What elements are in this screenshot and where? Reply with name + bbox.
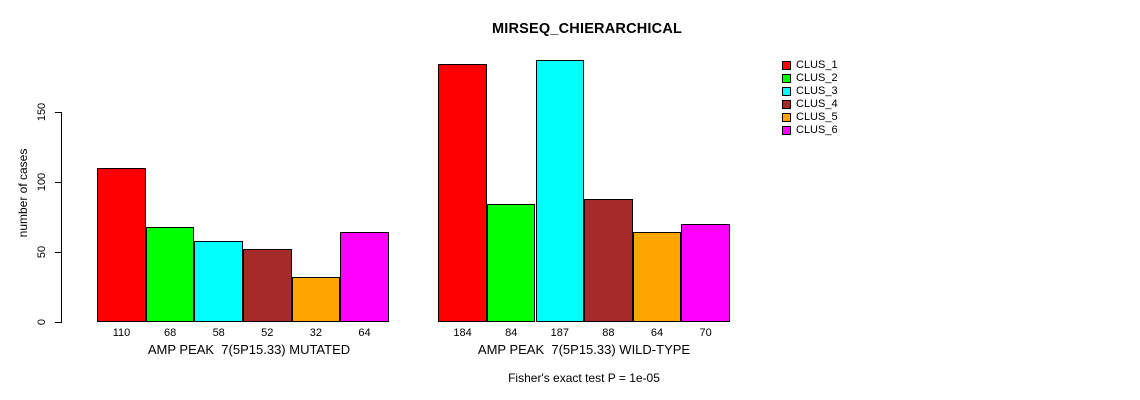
legend-label: CLUS_1	[796, 59, 838, 71]
legend-swatch	[782, 100, 791, 109]
legend-item: CLUS_1	[782, 59, 838, 72]
y-tick	[55, 252, 62, 253]
bar-value-label: 64	[650, 327, 664, 339]
bar-value-label: 110	[112, 327, 131, 339]
bar-value-label: 184	[453, 327, 472, 339]
y-tick	[55, 322, 62, 323]
bar-value-label: 64	[358, 327, 371, 339]
legend-label: CLUS_5	[796, 111, 838, 123]
y-tick-label: 0	[36, 318, 48, 326]
legend-label: CLUS_2	[796, 72, 838, 84]
bar	[340, 232, 389, 322]
y-tick	[55, 182, 62, 183]
y-axis-label: number of cases	[16, 148, 30, 238]
bar	[486, 204, 536, 322]
bar	[632, 232, 682, 322]
chart-title: MIRSEQ_CHIERARCHICAL	[491, 21, 683, 37]
y-tick-label: 150	[36, 102, 48, 122]
bar-value-label: 58	[212, 327, 225, 339]
bar	[535, 60, 585, 322]
bar	[194, 240, 243, 322]
legend-label: CLUS_6	[796, 124, 838, 136]
legend-swatch	[782, 87, 791, 96]
bar	[291, 277, 341, 322]
x-group-label: AMP PEAK 7(5P15.33) WILD-TYPE	[477, 342, 691, 357]
x-group-label: AMP PEAK 7(5P15.33) MUTATED	[147, 342, 351, 357]
legend-swatch	[782, 61, 791, 70]
bar-value-label: 32	[309, 327, 323, 339]
legend-item: CLUS_4	[782, 98, 838, 111]
legend-item: CLUS_5	[782, 111, 838, 124]
y-axis-line	[61, 112, 62, 323]
legend-swatch	[782, 126, 791, 135]
bar-value-label: 52	[261, 327, 274, 339]
bar	[681, 224, 730, 322]
legend-item: CLUS_2	[782, 72, 838, 85]
legend-swatch	[782, 113, 791, 122]
bar-value-label: 68	[163, 327, 177, 339]
legend-label: CLUS_3	[796, 85, 838, 97]
legend-swatch	[782, 74, 791, 83]
legend-item: CLUS_6	[782, 124, 838, 137]
bar-value-label: 84	[505, 327, 518, 339]
bar	[584, 198, 633, 322]
legend: CLUS_1 CLUS_2 CLUS_3 CLUS_4 CLUS_5 CLUS_6	[782, 59, 838, 137]
legend-label: CLUS_4	[796, 98, 838, 110]
bar	[145, 226, 195, 322]
bar-value-label: 88	[602, 327, 615, 339]
fisher-test-annotation: Fisher's exact test P = 1e-05	[508, 371, 660, 385]
bar	[438, 64, 487, 322]
bar	[97, 168, 146, 322]
y-tick-label: 50	[36, 245, 48, 259]
legend-item: CLUS_3	[782, 85, 838, 98]
y-tick-label: 100	[36, 172, 48, 192]
bar	[243, 249, 292, 322]
bar-value-label: 70	[699, 327, 712, 339]
bar-value-label: 187	[550, 327, 569, 339]
y-tick	[55, 112, 62, 113]
